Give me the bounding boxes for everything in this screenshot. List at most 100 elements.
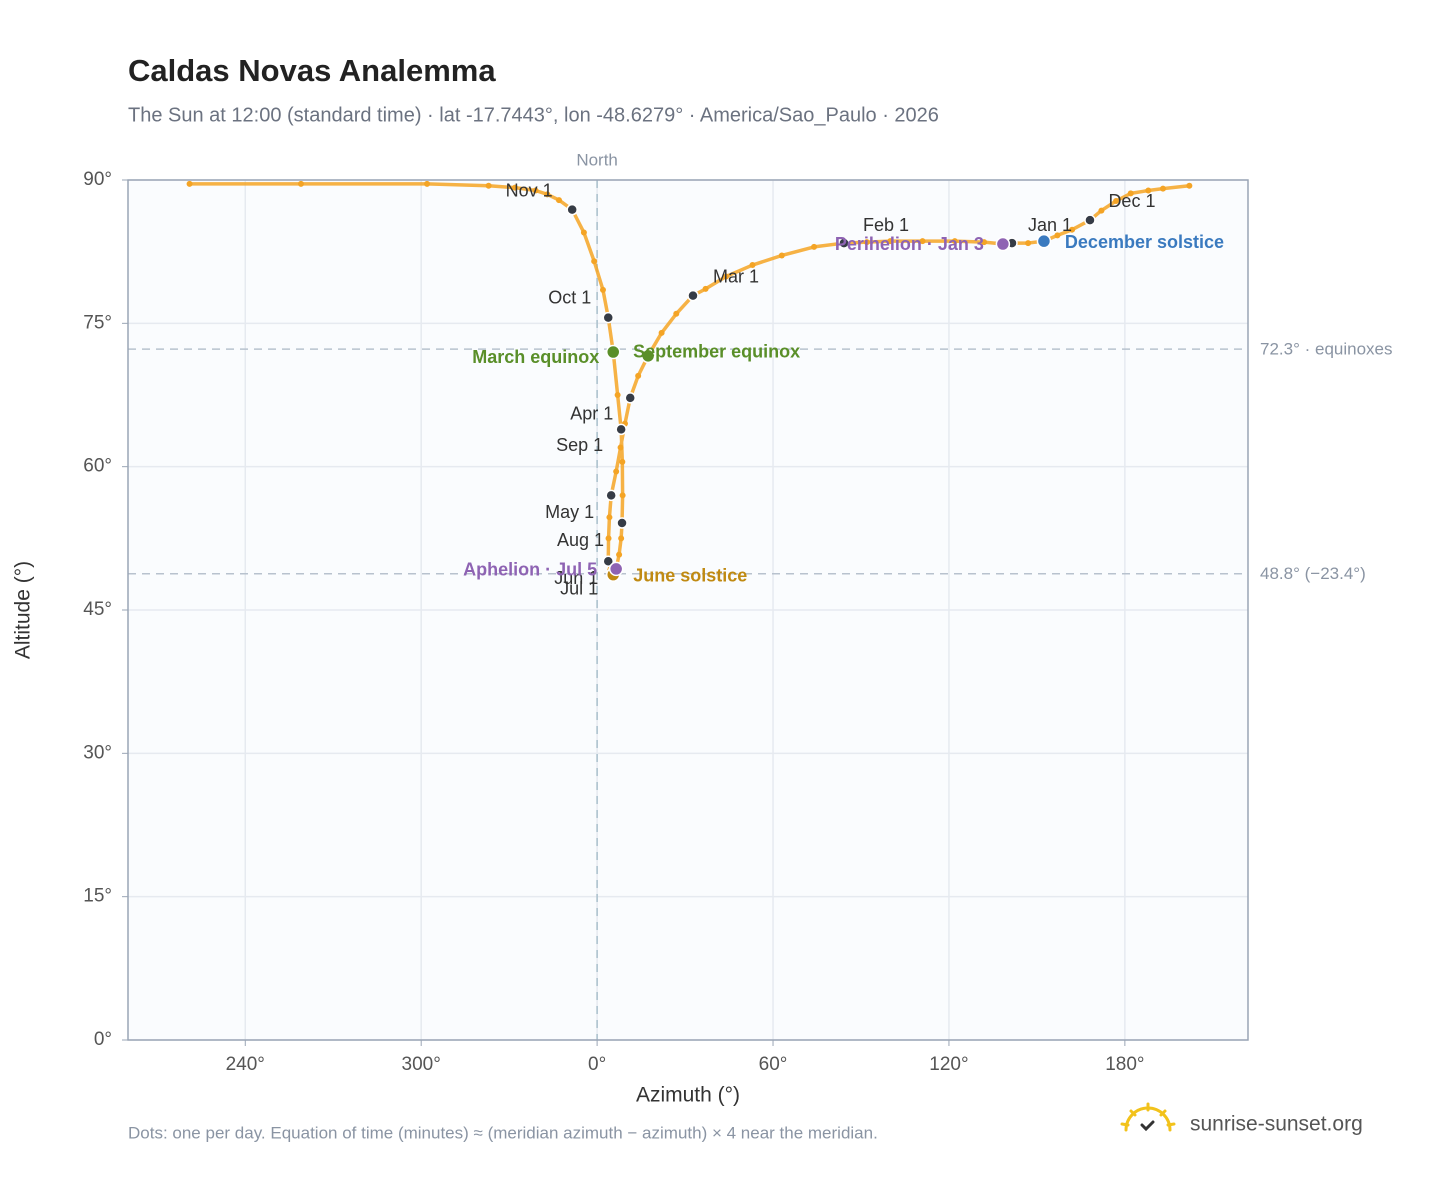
month-marker [616,517,628,529]
y-tick-label: 90° [83,169,112,190]
day-dot [591,258,598,265]
y-tick-label: 60° [83,456,112,477]
day-dot [186,180,193,187]
month-label: Jul 1 [560,579,598,599]
month-marker [602,555,615,568]
day-dot [1025,240,1032,247]
footnote: Dots: one per day. Equation of time (min… [128,1123,878,1142]
day-dot [1069,226,1076,233]
month-label: Apr 1 [570,404,613,424]
y-axis-label: Altitude (°) [12,561,35,659]
event-label: March equinox [472,347,599,367]
chart-subtitle: The Sun at 12:00 (standard time) · lat -… [128,104,939,126]
y-tick-label: 75° [83,312,112,333]
day-dot [606,514,613,521]
day-dot [1145,187,1152,194]
y-tick-label: 0° [94,1029,112,1050]
chart-title: Caldas Novas Analemma [128,53,496,88]
brand: sunrise-sunset.org [1190,1113,1363,1136]
day-dot [616,551,623,558]
x-axis-label: Azimuth (°) [636,1084,740,1107]
month-label: Nov 1 [506,180,553,200]
day-dot [512,184,519,191]
month-marker [605,489,617,502]
month-label: Feb 1 [863,215,909,235]
month-label: Dec 1 [1108,191,1155,211]
plot-border [127,179,1249,1041]
day-dot [619,458,626,465]
event-marker [995,236,1011,252]
day-dot [635,372,642,379]
month-label: Sep 1 [556,435,603,455]
day-dot [778,252,785,259]
day-dot [887,238,894,245]
day-dot [424,180,431,187]
day-dot [1098,207,1105,214]
day-dot [951,238,958,245]
day-dot [617,444,624,451]
month-marker [566,203,578,216]
y-tick-label: 30° [83,742,112,763]
day-dot [580,229,587,236]
reference-label: North [576,150,618,169]
day-dot [613,468,620,475]
day-dot [863,239,870,246]
month-label: Jan 1 [1028,215,1072,235]
day-dot [1159,185,1166,192]
day-dot [919,238,926,245]
month-label: Oct 1 [548,287,591,307]
month-label: Jun 1 [554,568,598,588]
x-tick-label: 60° [759,1054,788,1075]
day-dot [618,535,625,542]
day-dot [599,286,606,293]
day-dot [555,197,562,204]
event-label: June solstice [633,565,747,585]
day-dot [981,239,988,246]
event-marker [605,344,621,360]
day-dot [749,262,756,269]
event-label: September equinox [633,342,800,362]
day-dot [1186,182,1193,189]
month-label: May 1 [545,502,594,522]
x-tick-label: 240° [226,1054,265,1075]
brand-logo [1120,1102,1176,1132]
day-dot [614,392,621,398]
event-label: Perihelion · Jan 3 [835,234,984,254]
day-dot [619,492,626,499]
event-marker [1036,233,1052,249]
month-label: Mar 1 [713,266,759,286]
reference-label: 48.8° (−23.4°) [1260,564,1366,583]
y-tick-label: 45° [83,599,112,620]
month-label: Aug 1 [557,530,604,550]
event-marker [608,561,624,577]
day-dot [297,180,304,187]
day-dot [485,182,492,189]
x-tick-label: 120° [929,1054,968,1075]
day-dot [723,273,730,280]
day-dot [1054,232,1061,239]
day-dot [544,191,551,198]
day-dot [1113,198,1120,205]
x-tick-label: 180° [1105,1054,1144,1075]
month-marker [1084,214,1096,226]
x-tick-label: 0° [588,1054,606,1075]
y-tick-label: 15° [83,886,112,907]
month-marker [602,311,615,324]
month-marker [838,237,850,249]
day-dot [605,535,612,542]
day-dot [673,310,680,317]
reference-label: 72.3° · equinoxes [1260,340,1393,359]
day-dot [1127,190,1134,197]
x-tick-label: 300° [402,1054,441,1075]
month-marker [624,392,636,404]
event-label: Aphelion · Jul 5 [463,560,597,580]
day-dot [532,187,539,194]
event-marker [640,348,656,364]
day-dot [811,243,818,250]
day-dot [658,329,665,336]
day-dot [702,285,709,292]
event-label: December solstice [1065,232,1224,252]
month-marker [687,289,699,302]
month-marker [615,423,627,436]
